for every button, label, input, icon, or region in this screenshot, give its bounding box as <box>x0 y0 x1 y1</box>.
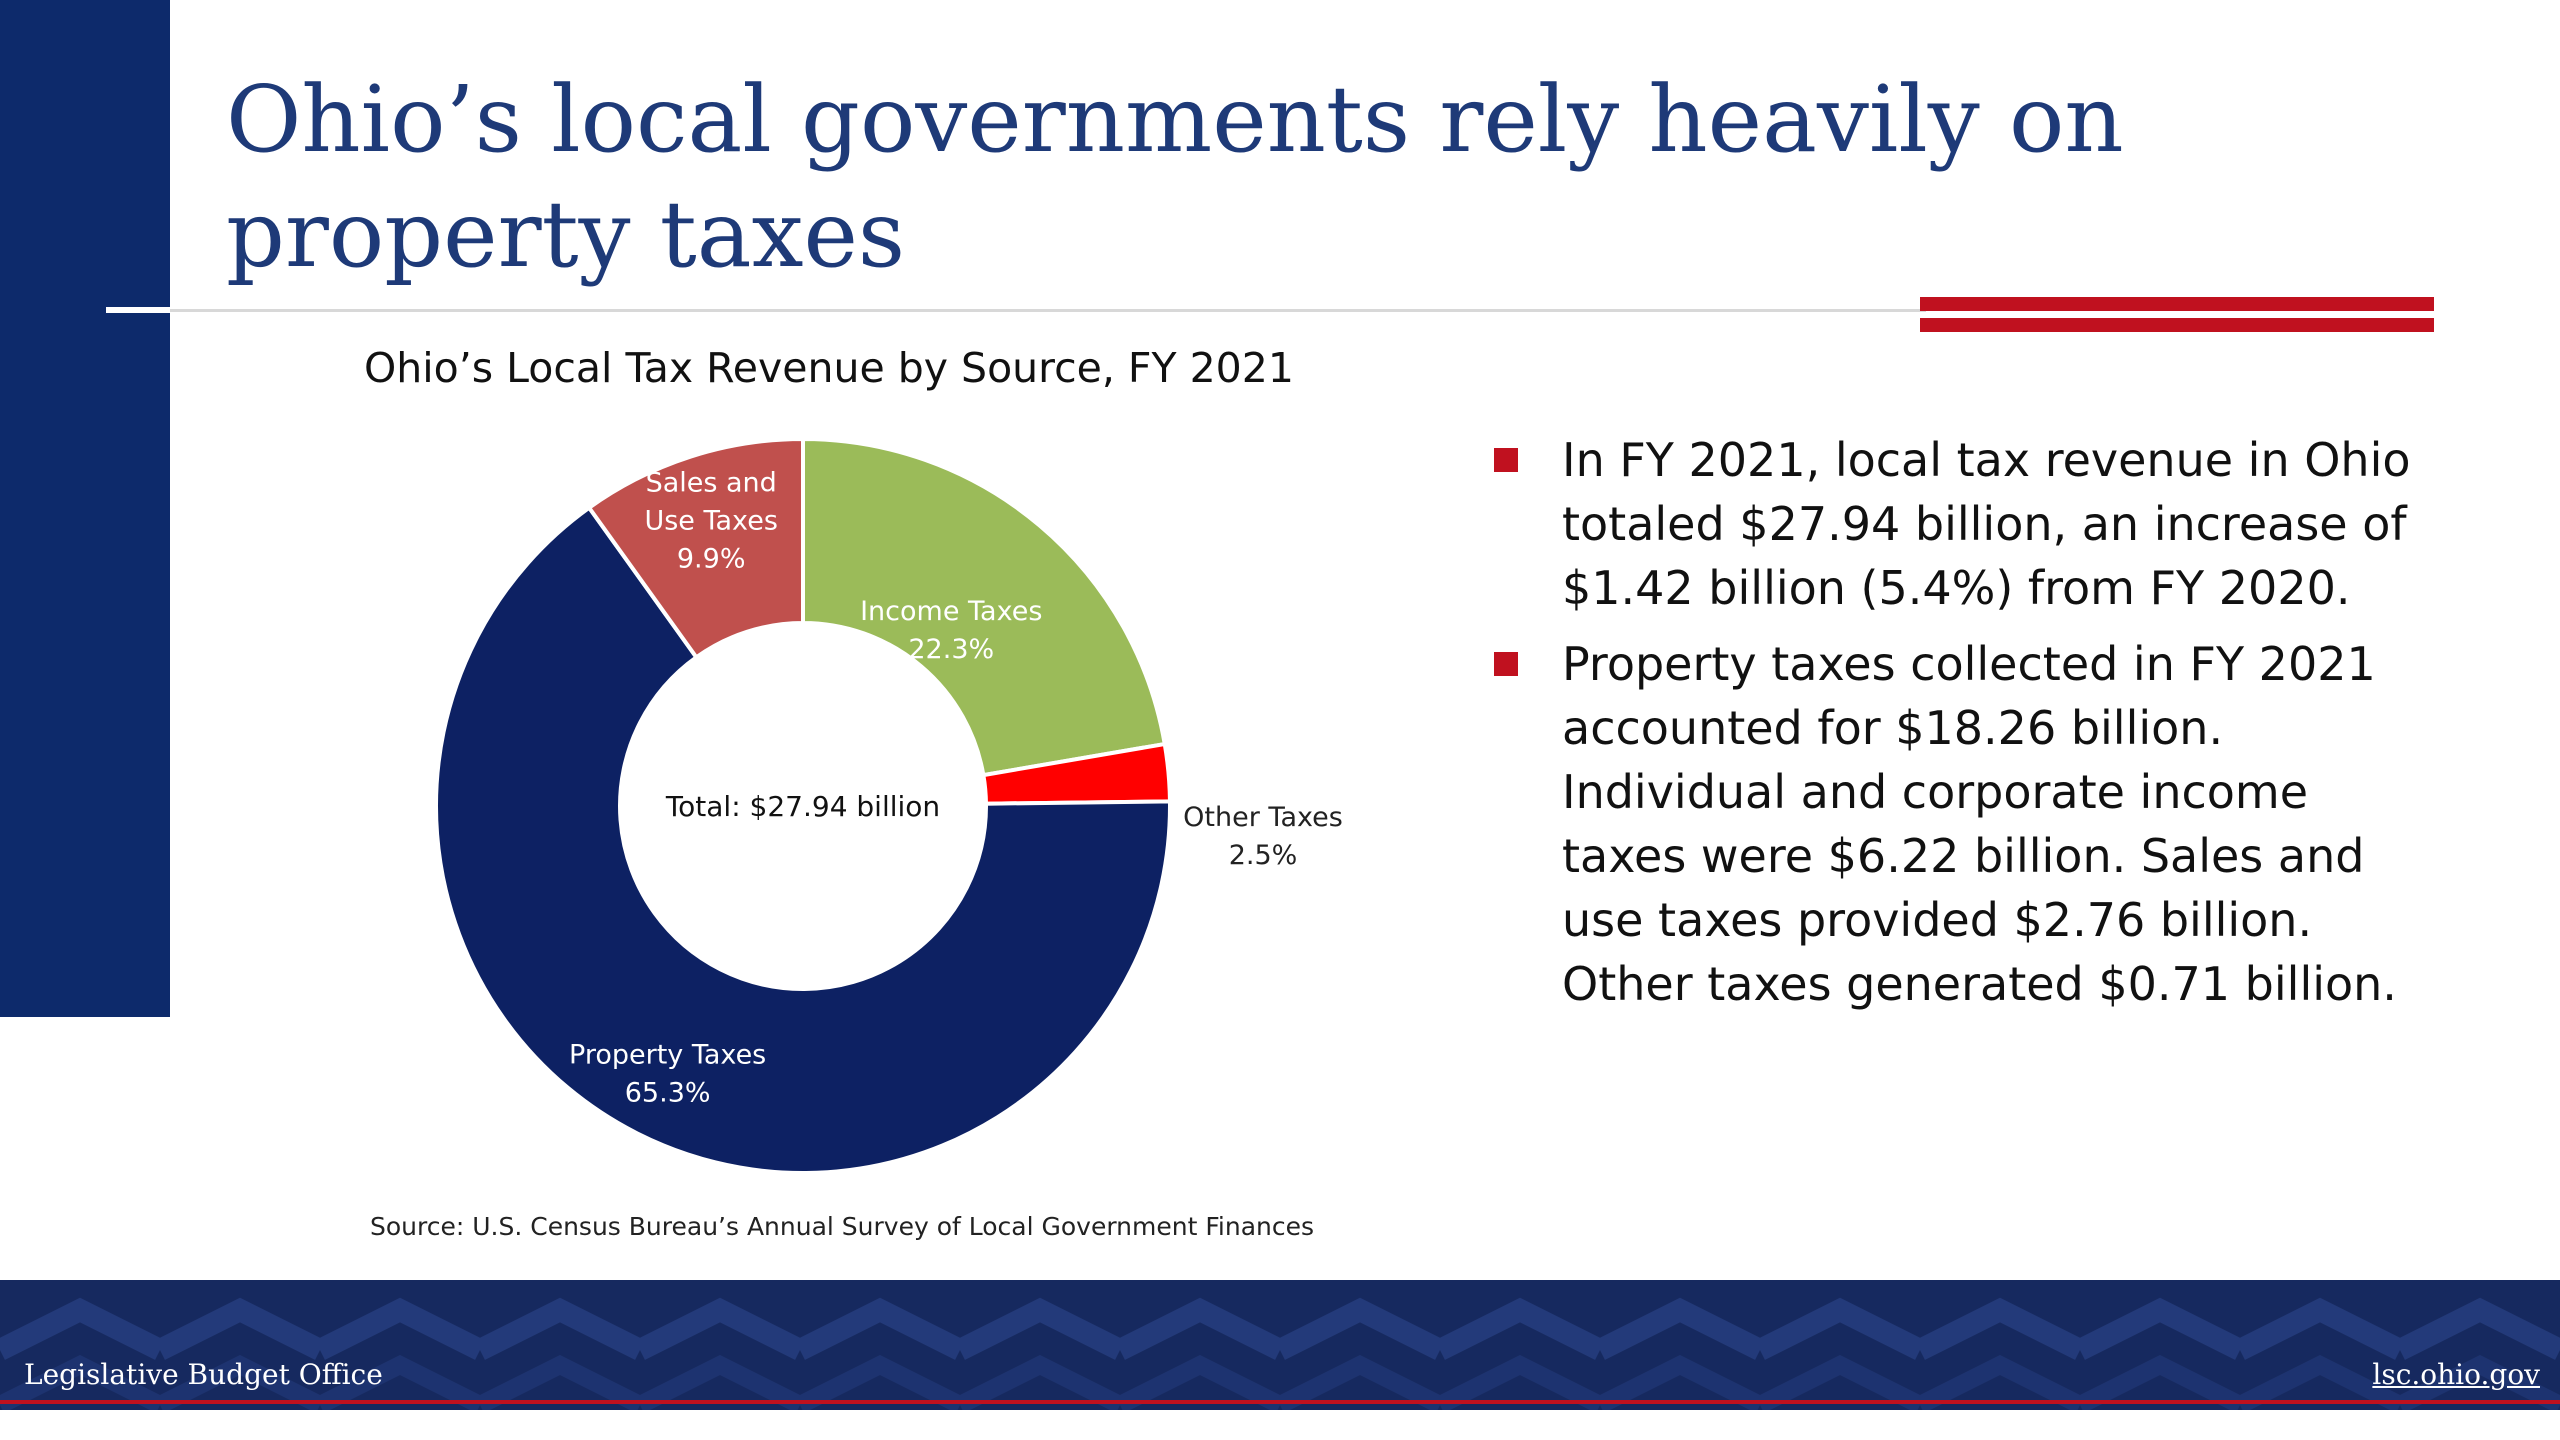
slide-title: Ohio’s local governments rely heavily on… <box>226 66 2124 288</box>
left-accent-bar <box>0 0 170 1017</box>
footer-red-rule <box>0 1400 2560 1404</box>
footer-band <box>0 1280 2560 1410</box>
chart-title: Ohio’s Local Tax Revenue by Source, FY 2… <box>364 344 1294 392</box>
bullet-item: Property taxes collected in FY 2021 acco… <box>1490 632 2430 1016</box>
bullet-list: In FY 2021, local tax revenue in Ohio to… <box>1490 428 2430 1028</box>
slice-label: Other Taxes 2.5% <box>1183 802 1343 871</box>
donut-slice <box>433 504 1172 1175</box>
footer-office-name: Legislative Budget Office <box>24 1358 383 1391</box>
red-square-bullet-icon <box>1494 448 1518 472</box>
slice-label: Income Taxes 22.3% <box>860 596 1042 665</box>
red-accent-stripe-top <box>1920 297 2434 311</box>
bullet-item: In FY 2021, local tax revenue in Ohio to… <box>1490 428 2430 620</box>
footer-pattern <box>0 1280 2560 1410</box>
chart-source-note: Source: U.S. Census Bureau’s Annual Surv… <box>370 1212 1315 1241</box>
donut-center-label: Total: $27.94 billion <box>665 790 940 823</box>
red-accent-stripe-bottom <box>1920 318 2434 332</box>
title-divider <box>106 309 1926 312</box>
red-square-bullet-icon <box>1494 652 1518 676</box>
slice-label: Property Taxes 65.3% <box>569 1040 766 1109</box>
bullet-text: In FY 2021, local tax revenue in Ohio to… <box>1562 433 2411 615</box>
slice-label: Sales and Use Taxes 9.9% <box>644 467 777 574</box>
bullet-text: Property taxes collected in FY 2021 acco… <box>1562 637 2397 1011</box>
slice-labels: Income Taxes 22.3% Other Taxes 2.5% Property… <box>569 467 1343 1108</box>
footer-website-link[interactable]: lsc.ohio.gov <box>2372 1358 2540 1391</box>
donut-slice <box>586 436 805 661</box>
donut-slices <box>433 436 1172 1175</box>
donut-slice <box>801 436 1168 778</box>
title-divider-gap <box>106 307 170 313</box>
